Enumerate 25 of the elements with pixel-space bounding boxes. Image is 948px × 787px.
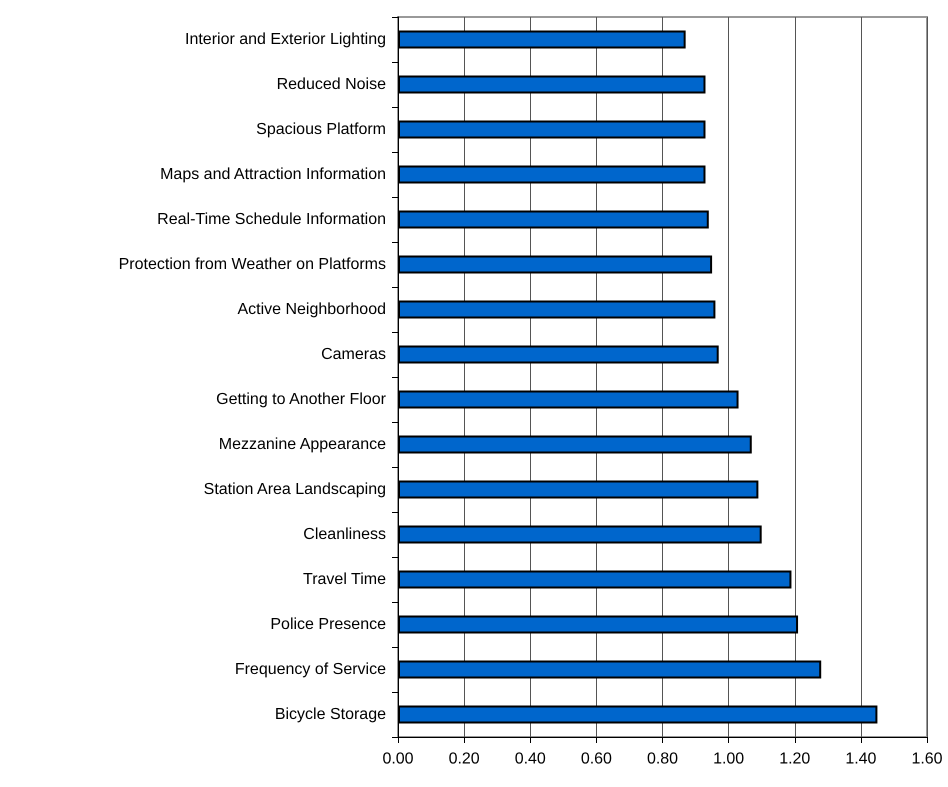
x-tick-label: 0.20: [448, 750, 480, 768]
y-tick-label: Cameras: [321, 346, 386, 363]
y-tick-label: Frequency of Service: [234, 661, 386, 678]
y-tick-label: Interior and Exterior Lighting: [185, 31, 386, 48]
y-tick-label: Mezzanine Appearance: [218, 436, 386, 453]
y-tick-label: Travel Time: [303, 571, 386, 588]
x-tick-label: 0.80: [646, 750, 678, 768]
x-tick-label: 0.60: [580, 750, 612, 768]
y-tick-label: Maps and Attraction Information: [160, 166, 386, 183]
y-tick-label: Bicycle Storage: [274, 706, 386, 723]
x-tick-label: 1.00: [713, 750, 744, 768]
x-tick-label: 0.40: [514, 750, 546, 768]
y-tick-label: Station Area Landscaping: [204, 481, 386, 498]
x-tick-label: 0.00: [382, 750, 414, 768]
y-tick-label: Cleanliness: [303, 526, 386, 543]
y-tick-label: Real-Time Schedule Information: [157, 211, 386, 228]
y-tick-label: Spacious Platform: [256, 121, 386, 138]
y-tick-label: Protection from Weather on Platforms: [118, 256, 386, 273]
y-tick-label: Reduced Noise: [276, 76, 386, 93]
x-tick-label: 1.60: [911, 750, 943, 768]
y-tick-label: Police Presence: [270, 616, 386, 633]
x-tick-label: 1.40: [845, 750, 877, 768]
y-tick-label: Active Neighborhood: [237, 301, 386, 318]
y-tick-label: Getting to Another Floor: [216, 391, 387, 408]
x-tick-label: 1.20: [779, 750, 810, 768]
